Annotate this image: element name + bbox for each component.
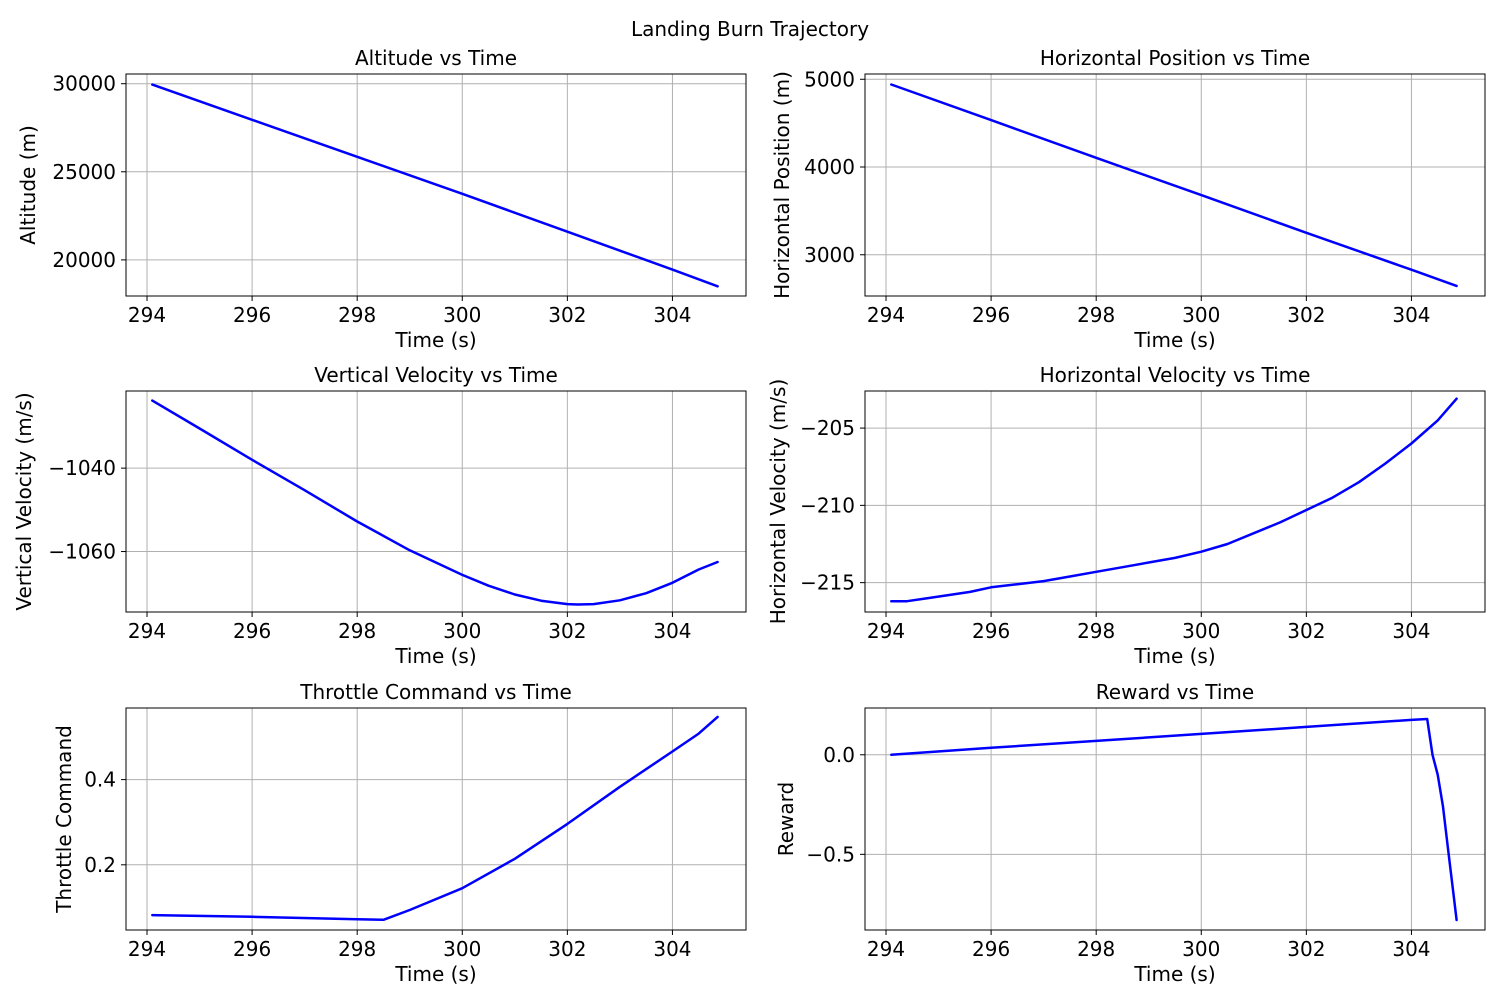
- x-tick-label: 300: [1182, 619, 1220, 643]
- x-tick-label: 304: [653, 937, 691, 961]
- y-tick-label: 30000: [52, 72, 116, 96]
- axes-frame: [864, 707, 1486, 931]
- x-tick-label: 302: [1287, 303, 1325, 327]
- series-line: [151, 399, 719, 606]
- subplot-title: Vertical Velocity vs Time: [314, 363, 558, 387]
- axes-frame: [125, 707, 747, 931]
- x-tick-label: 296: [233, 303, 271, 327]
- series-line: [890, 397, 1458, 603]
- x-tick-label: 300: [443, 303, 481, 327]
- x-tick-label: 296: [972, 937, 1010, 961]
- x-tick-label: 304: [1392, 937, 1430, 961]
- series-line: [151, 83, 719, 288]
- x-tick-label: 298: [338, 619, 376, 643]
- subplot-title: Throttle Command vs Time: [299, 680, 572, 704]
- y-tick-label: 5000: [804, 67, 855, 91]
- x-tick-label: 298: [1077, 303, 1115, 327]
- x-tick-label: 302: [548, 303, 586, 327]
- subplot-title: Horizontal Position vs Time: [1040, 46, 1310, 70]
- x-axis-label: Time (s): [1133, 328, 1215, 352]
- y-tick-label: −205: [800, 416, 855, 440]
- y-axis-label: Horizontal Velocity (m/s): [766, 379, 790, 625]
- x-tick-label: 300: [1182, 937, 1220, 961]
- y-tick-label: 20000: [52, 248, 116, 272]
- y-tick-label: 4000: [804, 155, 855, 179]
- x-tick-label: 294: [867, 937, 905, 961]
- x-tick-label: 302: [1287, 937, 1325, 961]
- subplot-grid: 294 296 298 300 302 304 20000 25000 30000 Altitud…: [12, 46, 1486, 986]
- y-tick-label: 25000: [52, 160, 116, 184]
- subplot-title: Reward vs Time: [1096, 680, 1254, 704]
- y-tick-label: 0.2: [84, 853, 116, 877]
- x-tick-label: 304: [653, 619, 691, 643]
- subplot-5: 294 296 298 300 302 304 0.2 0.4 Throttle Command…: [52, 680, 747, 986]
- x-tick-label: 302: [548, 937, 586, 961]
- y-tick-label: −1040: [48, 456, 116, 480]
- subplot-1: 294 296 298 300 302 304 20000 25000 30000 Altitud…: [16, 46, 747, 352]
- axes-frame: [125, 73, 747, 297]
- x-tick-label: 296: [233, 619, 271, 643]
- x-tick-label: 294: [128, 303, 166, 327]
- x-tick-label: 302: [548, 619, 586, 643]
- axes-frame: [864, 390, 1486, 613]
- y-tick-label: 0.4: [84, 768, 116, 792]
- series-line: [890, 717, 1458, 922]
- x-tick-label: 294: [867, 303, 905, 327]
- x-tick-label: 298: [1077, 619, 1115, 643]
- subplot-title: Altitude vs Time: [355, 46, 517, 70]
- y-tick-label: −215: [800, 571, 855, 595]
- x-tick-label: 304: [1392, 619, 1430, 643]
- x-axis-label: Time (s): [394, 644, 476, 668]
- subplot-3: 294 296 298 300 302 304 −1060 −1040 Vertical Vel…: [12, 363, 747, 668]
- y-axis-label: Reward: [774, 782, 798, 856]
- y-axis-label: Altitude (m): [16, 125, 40, 245]
- x-tick-label: 300: [1182, 303, 1220, 327]
- y-axis-label: Throttle Command: [52, 725, 76, 914]
- y-axis-label: Horizontal Position (m): [770, 71, 794, 299]
- y-tick-label: −0.5: [806, 842, 855, 866]
- x-tick-label: 296: [972, 619, 1010, 643]
- y-tick-label: 0.0: [823, 743, 855, 767]
- y-tick-label: 3000: [804, 243, 855, 267]
- x-tick-label: 294: [128, 937, 166, 961]
- x-axis-label: Time (s): [394, 328, 476, 352]
- figure-title: Landing Burn Trajectory: [631, 17, 869, 41]
- x-axis-label: Time (s): [1133, 644, 1215, 668]
- subplot-title: Horizontal Velocity vs Time: [1040, 363, 1311, 387]
- x-tick-label: 300: [443, 619, 481, 643]
- x-axis-label: Time (s): [1133, 962, 1215, 986]
- x-tick-label: 304: [653, 303, 691, 327]
- axes-frame: [125, 390, 747, 613]
- x-tick-label: 298: [338, 937, 376, 961]
- x-tick-label: 294: [128, 619, 166, 643]
- x-tick-label: 298: [1077, 937, 1115, 961]
- y-axis-label: Vertical Velocity (m/s): [12, 392, 36, 610]
- x-tick-label: 294: [867, 619, 905, 643]
- y-tick-label: −210: [800, 493, 855, 517]
- x-tick-label: 304: [1392, 303, 1430, 327]
- x-axis-label: Time (s): [394, 962, 476, 986]
- axes-frame: [864, 73, 1486, 297]
- x-tick-label: 302: [1287, 619, 1325, 643]
- y-tick-label: −1060: [48, 540, 116, 564]
- series-line: [890, 83, 1458, 288]
- series-line: [151, 715, 719, 922]
- subplot-2: 294 296 298 300 302 304 3000 4000 5000 Horizontal…: [770, 46, 1486, 352]
- x-tick-label: 300: [443, 937, 481, 961]
- x-tick-label: 298: [338, 303, 376, 327]
- subplot-6: 294 296 298 300 302 304 −0.5 0.0 Reward vs Time T…: [774, 680, 1486, 986]
- x-tick-label: 296: [233, 937, 271, 961]
- x-tick-label: 296: [972, 303, 1010, 327]
- subplot-4: 294 296 298 300 302 304 −215 −210 −205 Horizontal…: [766, 363, 1486, 668]
